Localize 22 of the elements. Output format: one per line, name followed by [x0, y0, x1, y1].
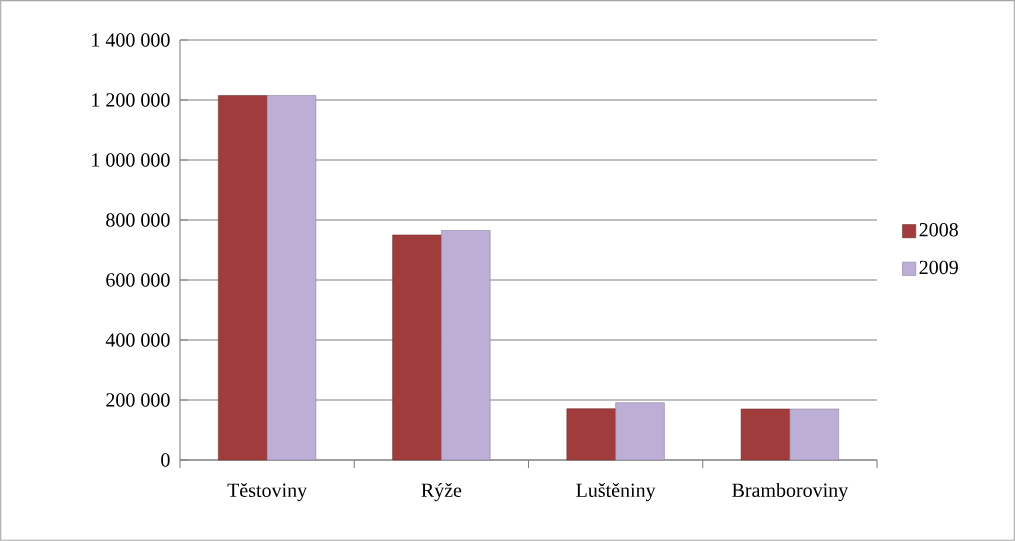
bar [441, 230, 491, 461]
y-tick-label: 1 400 000 [92, 33, 170, 47]
bar [266, 95, 317, 461]
legend-label: 2009 [919, 260, 958, 275]
x-tick-label: Bramboroviny [732, 482, 849, 502]
bar [740, 408, 791, 461]
bar [218, 95, 268, 461]
y-tick-label: 1 200 000 [92, 93, 170, 107]
y-tick-label: 600 000 [106, 273, 170, 287]
bar [392, 234, 442, 461]
y-tick-label: 800 000 [106, 213, 170, 227]
legend-label: 2008 [919, 223, 958, 237]
y-tick-label: 400 000 [105, 333, 170, 347]
x-tick-label: Těstoviny [227, 482, 308, 502]
bar [789, 408, 839, 461]
x-tick-label: Rýže [421, 482, 462, 502]
bar [615, 402, 665, 461]
y-tick-label: 200 000 [106, 393, 170, 407]
y-tick-label: 0 [161, 453, 170, 467]
bar [566, 408, 616, 461]
x-tick-label: Luštěniny [576, 482, 656, 502]
y-tick-label: 1 000 000 [92, 153, 170, 167]
